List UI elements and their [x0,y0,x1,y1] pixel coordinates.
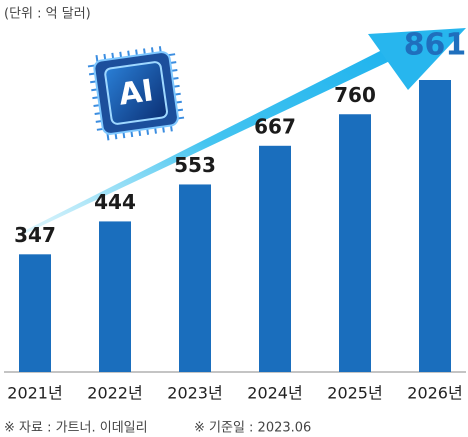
page: {"chart_data": {"type": "bar", "subtitle… [0,0,468,437]
bar [259,146,291,372]
value-label: 347 [14,223,56,247]
bar [99,221,131,372]
value-label: 667 [254,114,296,138]
bar [19,254,51,372]
chart: (단위 : 억 달러) AI ※ 자료 : 가트너. 이데일리 ※ 기준일 : … [0,0,468,437]
bar [339,114,371,372]
value-label: 444 [94,190,136,214]
value-label: 553 [174,153,216,177]
bar [419,80,451,372]
x-tick-label: 2023년 [167,384,222,403]
value-label: 760 [334,83,376,107]
source-note: ※ 자료 : 가트너. 이데일리 [4,421,148,436]
x-tick-label: 2025년 [327,384,382,403]
x-tick-label: 2026년 [407,384,462,403]
date-note: ※ 기준일 : 2023.06 [194,421,311,436]
ai-chip: AI [87,44,186,141]
x-tick-label: 2021년 [7,384,62,403]
trend-arrow [20,28,466,236]
value-label: 861 [404,28,467,63]
bar [179,184,211,372]
x-tick-label: 2024년 [247,384,302,403]
unit-note: (단위 : 억 달러) [4,7,91,22]
chip-label: AI [117,73,156,112]
x-tick-label: 2022년 [87,384,142,403]
